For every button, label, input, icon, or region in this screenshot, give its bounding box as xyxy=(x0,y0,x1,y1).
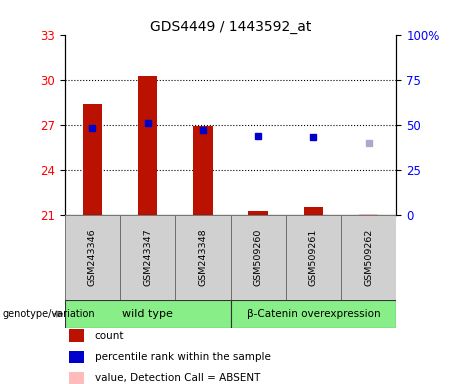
Bar xyxy=(341,215,396,300)
Text: GSM509261: GSM509261 xyxy=(309,228,318,286)
Bar xyxy=(230,215,286,300)
Title: GDS4449 / 1443592_at: GDS4449 / 1443592_at xyxy=(150,20,311,33)
Bar xyxy=(230,300,396,328)
Bar xyxy=(65,215,120,300)
Bar xyxy=(286,215,341,300)
Bar xyxy=(193,126,213,215)
Text: wild type: wild type xyxy=(122,309,173,319)
Text: GSM243348: GSM243348 xyxy=(198,228,207,286)
Text: count: count xyxy=(95,331,124,341)
Bar xyxy=(65,300,230,328)
Bar xyxy=(138,76,157,215)
Bar xyxy=(248,210,268,215)
Text: GSM509262: GSM509262 xyxy=(364,228,373,286)
Text: GSM509260: GSM509260 xyxy=(254,228,263,286)
Text: genotype/variation: genotype/variation xyxy=(2,309,95,319)
Text: value, Detection Call = ABSENT: value, Detection Call = ABSENT xyxy=(95,373,260,383)
Text: GSM243347: GSM243347 xyxy=(143,228,152,286)
Bar xyxy=(120,215,175,300)
Bar xyxy=(304,207,323,215)
Bar xyxy=(83,104,102,215)
Bar xyxy=(175,215,230,300)
Text: percentile rank within the sample: percentile rank within the sample xyxy=(95,352,271,362)
Text: β-Catenin overexpression: β-Catenin overexpression xyxy=(247,309,380,319)
Text: GSM243346: GSM243346 xyxy=(88,228,97,286)
Bar xyxy=(359,214,378,215)
